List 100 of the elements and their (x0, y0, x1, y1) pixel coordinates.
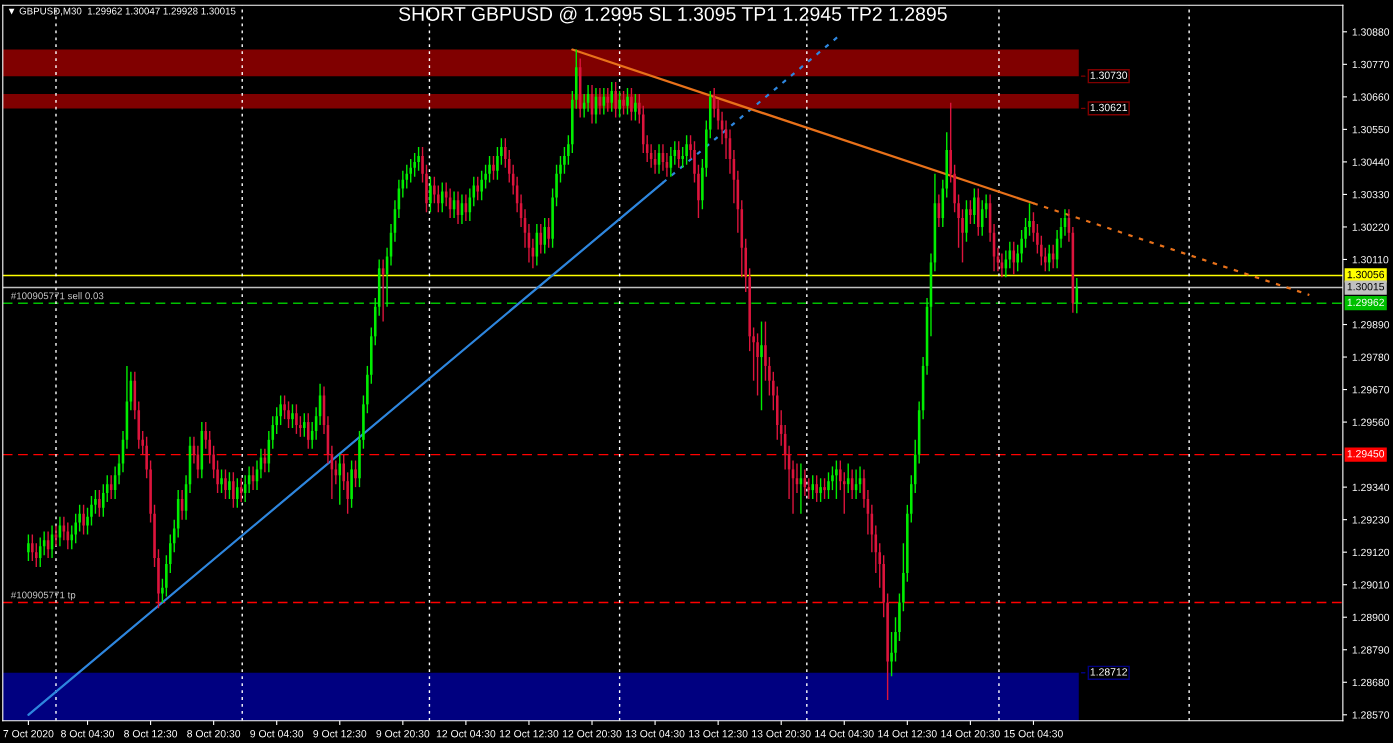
candlestick (831, 465, 834, 491)
candlestick (299, 415, 302, 438)
ref-line-label: 1.30056 (1347, 270, 1385, 279)
candlestick (236, 477, 239, 509)
candlestick (697, 164, 700, 219)
y-tick-label: 1.29890 (1352, 321, 1390, 329)
y-tick-label: 1.28680 (1352, 678, 1390, 687)
x-tick-label: 13 Oct 04:30 (626, 730, 685, 738)
candlestick (157, 548, 160, 610)
x-tick-label: 9 Oct 20:30 (376, 730, 430, 738)
candlestick (342, 453, 345, 491)
candlestick (409, 158, 412, 184)
candlestick (476, 175, 479, 202)
candlestick (212, 445, 215, 479)
candlestick (1032, 211, 1035, 243)
candlestick (417, 146, 420, 172)
x-tick-label: 7 Oct 2020 (3, 730, 54, 738)
candlestick (484, 164, 487, 190)
candlestick (354, 459, 357, 488)
ref-line-label: 1.29450 (1347, 450, 1385, 458)
candlestick (346, 471, 349, 515)
candlestick (306, 412, 310, 450)
y-tick-label: 1.29670 (1352, 386, 1390, 394)
candlestick (957, 193, 960, 249)
candlestick (1016, 243, 1019, 272)
x-tick-label: 9 Oct 04:30 (250, 730, 304, 738)
candlestick (760, 320, 763, 411)
candlestick (98, 489, 101, 518)
x-tick-label: 12 Oct 12:30 (499, 730, 559, 738)
y-tick-label: 1.30440 (1352, 158, 1390, 166)
candlestick (153, 504, 156, 568)
candlestick (74, 513, 77, 545)
candlestick (27, 533, 30, 562)
candlestick (839, 459, 842, 491)
y-tick-label: 1.30330 (1352, 190, 1390, 199)
candlestick (1044, 246, 1047, 272)
y-tick-label: 1.30220 (1352, 223, 1390, 231)
candlestick (835, 459, 838, 500)
candlestick (105, 474, 109, 503)
candlestick (898, 592, 901, 642)
candlestick (842, 471, 846, 515)
candlestick (902, 542, 905, 613)
x-tick-label: 13 Oct 12:30 (689, 730, 748, 738)
candlestick (823, 477, 826, 500)
candlestick (78, 504, 81, 533)
candlestick (878, 542, 882, 589)
candlestick (224, 468, 227, 500)
candlestick (1024, 217, 1027, 249)
ref-line-label: 1.30015 (1347, 282, 1385, 291)
candlestick (969, 199, 972, 225)
y-tick-label: 1.28570 (1352, 711, 1390, 719)
candlestick (890, 631, 893, 678)
candlestick (953, 164, 956, 213)
ref-line-label: 1.29962 (1347, 298, 1384, 307)
candlestick (488, 155, 491, 184)
x-tick-label: 14 Oct 20:30 (941, 730, 1000, 738)
candlestick (425, 164, 428, 213)
y-tick-label: 1.29120 (1352, 548, 1390, 557)
candlestick (886, 592, 889, 701)
candlestick (815, 474, 818, 503)
y-tick-label: 1.29780 (1352, 353, 1390, 361)
candlestick (433, 175, 436, 204)
candlestick (102, 483, 105, 518)
candlestick (149, 459, 152, 524)
band-label: 1.30730 (1090, 71, 1128, 79)
candlestick (1047, 243, 1051, 272)
candlestick (1028, 202, 1031, 237)
annotation: #100905771 sell 0.03 (10, 292, 104, 300)
candlestick (555, 164, 558, 207)
candlestick (480, 170, 483, 202)
y-tick-label: 1.28790 (1352, 646, 1390, 654)
candlestick (1040, 235, 1043, 267)
x-tick-label: 14 Oct 04:30 (815, 730, 874, 738)
candlestick (287, 400, 290, 429)
candlestick (811, 474, 815, 500)
candlestick (228, 471, 231, 500)
candlestick (567, 134, 570, 166)
y-tick-label: 1.30550 (1352, 125, 1390, 134)
candlestick (610, 81, 614, 113)
candlestick (492, 155, 495, 181)
candlestick (559, 155, 562, 184)
y-tick-label: 1.29010 (1352, 581, 1390, 589)
candlestick (496, 146, 499, 181)
candlestick (366, 365, 369, 414)
candlestick (906, 504, 909, 583)
y-tick-label: 1.28900 (1352, 613, 1390, 622)
x-tick-label: 15 Oct 04:30 (1004, 730, 1063, 738)
candlestick (338, 453, 342, 506)
candlestick (701, 158, 704, 210)
candlestick (949, 102, 952, 184)
x-tick-label: 9 Oct 12:30 (313, 730, 367, 738)
candlestick (82, 504, 85, 536)
y-tick-label: 1.30880 (1352, 28, 1390, 36)
candlestick (764, 320, 767, 382)
candlestick (90, 495, 93, 527)
candlestick (437, 184, 440, 213)
candlestick (303, 412, 306, 438)
candlestick (689, 134, 692, 160)
candlestick (440, 181, 444, 213)
candlestick (350, 459, 353, 509)
